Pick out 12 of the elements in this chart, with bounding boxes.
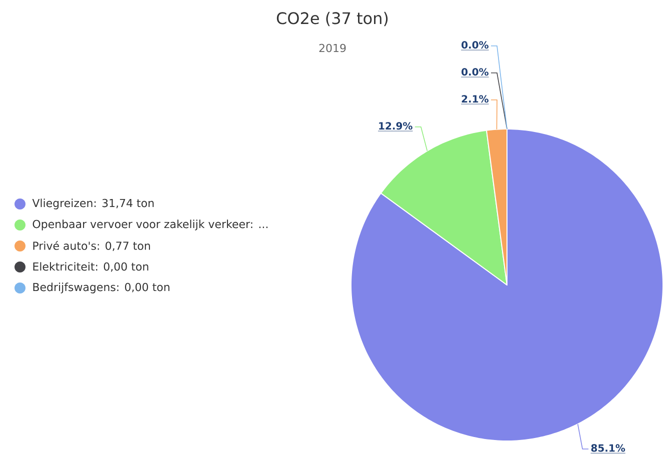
legend-label: Privé auto's: 0,77 ton [33,240,150,252]
legend-label: Bedrijfswagens: 0,00 ton [33,282,170,294]
text: 0.0% [462,41,488,49]
data-label: 85.1% [591,444,626,452]
legend-label: Openbaar vervoer voor zakelijk verkeer: ... [32,220,268,230]
legend-label: Vliegreizen: 31,74 ton [32,198,154,210]
chart-title: CO2e (37 ton) [276,12,388,26]
data-label: 12.9% [379,122,412,130]
chart-subtitle: 2019 [319,44,346,52]
data-label: 2.1% [462,95,488,103]
text: 0.0% [462,68,488,76]
legend-label: Elektriciteit: 0,00 ton [33,262,148,272]
